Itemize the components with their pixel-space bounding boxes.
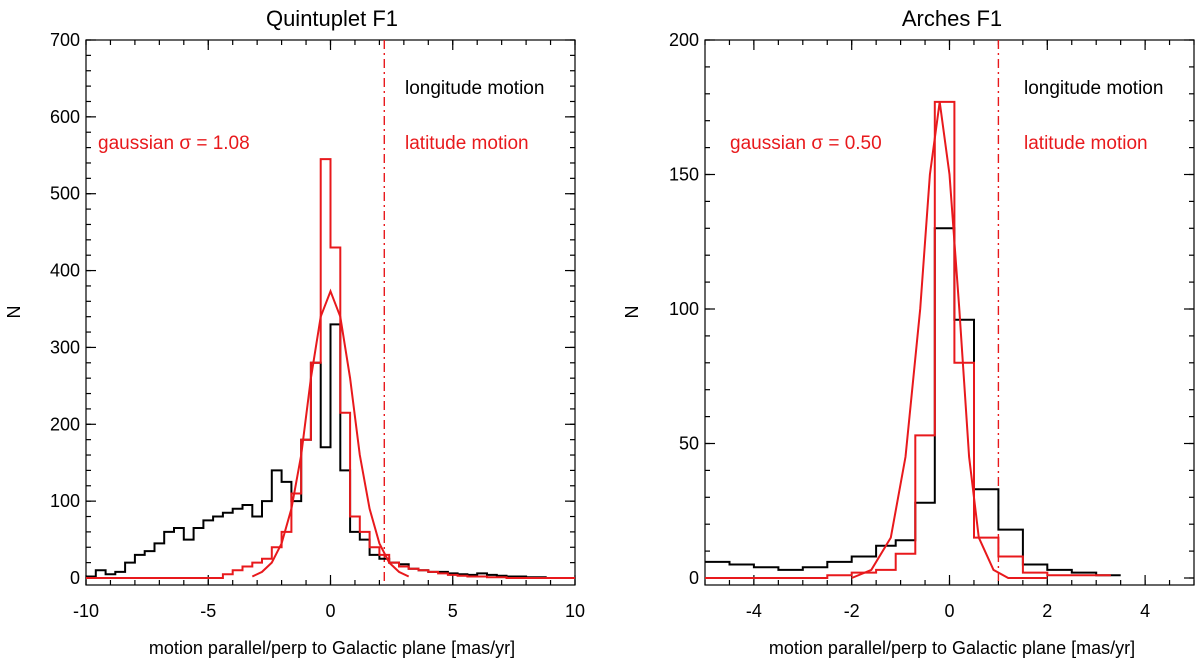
y-tick-label: 50 <box>679 434 699 454</box>
x-tick-label: -4 <box>746 601 762 621</box>
y-tick-label: 500 <box>50 184 80 204</box>
y-tick-label: 100 <box>50 491 80 511</box>
y-tick-label: 150 <box>669 165 699 185</box>
y-tick-label: 400 <box>50 261 80 281</box>
chart-title: Quintuplet F1 <box>266 6 398 31</box>
x-tick-label: 2 <box>1042 601 1052 621</box>
plot-frame <box>85 39 576 586</box>
legend-longitude-motion: longitude motion <box>1024 78 1163 99</box>
x-tick-label: -5 <box>200 601 216 621</box>
y-tick-label: 200 <box>50 414 80 434</box>
series-latitude-motion <box>86 158 575 579</box>
series-gaussian-fit <box>251 288 410 578</box>
x-tick-label: 4 <box>1140 601 1150 621</box>
x-tick-label: 0 <box>325 601 335 621</box>
chart-title: Arches F1 <box>902 6 1002 31</box>
panel-quintuplet: Quintuplet F1 motion parallel/perp to Ga… <box>4 6 585 658</box>
x-tick-label: 5 <box>448 601 458 621</box>
y-tick-label: 0 <box>689 568 699 588</box>
y-tick-label: 100 <box>669 299 699 319</box>
y-axis-label: N <box>4 306 24 319</box>
x-tick-label: -10 <box>73 601 99 621</box>
series-longitude-motion <box>705 227 1121 577</box>
y-tick-label: 700 <box>50 30 80 50</box>
y-tick-label: 200 <box>669 30 699 50</box>
legend-latitude-motion: latitude motion <box>1024 133 1148 154</box>
x-tick-label: 10 <box>565 601 585 621</box>
series-gaussian-fit <box>851 101 1048 579</box>
y-axis-label: N <box>622 306 642 319</box>
x-tick-label: -2 <box>844 601 860 621</box>
legend-longitude-motion: longitude motion <box>405 78 544 99</box>
legend-latitude-motion: latitude motion <box>405 133 529 154</box>
panel-arches: Arches F1 motion parallel/perp to Galact… <box>622 6 1195 658</box>
x-axis-label: motion parallel/perp to Galactic plane [… <box>149 638 515 658</box>
gaussian-sigma-annotation: gaussian σ = 1.08 <box>98 133 250 154</box>
plot-frame <box>704 39 1195 586</box>
x-axis-label: motion parallel/perp to Galactic plane [… <box>769 638 1135 658</box>
series-latitude-motion <box>705 100 1111 579</box>
y-tick-label: 0 <box>70 568 80 588</box>
series-longitude-motion <box>86 323 575 579</box>
x-tick-label: 0 <box>944 601 954 621</box>
y-tick-label: 600 <box>50 107 80 127</box>
y-tick-label: 300 <box>50 337 80 357</box>
gaussian-sigma-annotation: gaussian σ = 0.50 <box>730 133 882 154</box>
